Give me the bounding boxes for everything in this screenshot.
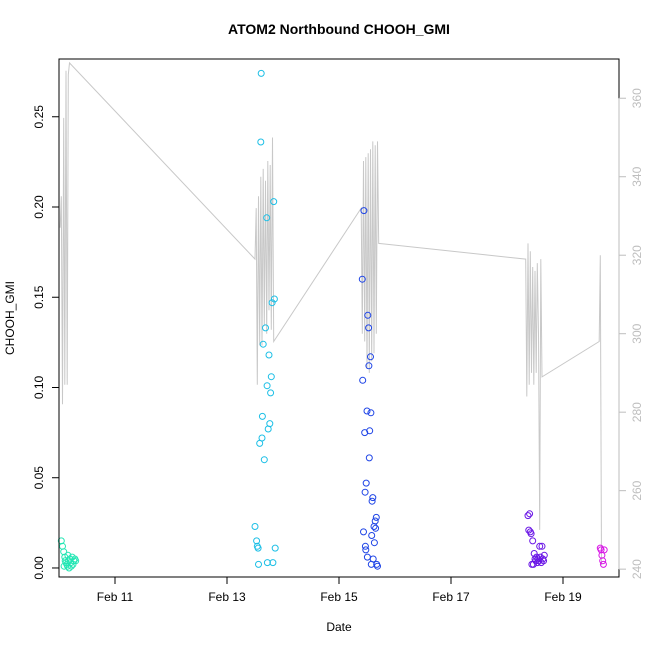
data-point — [359, 376, 367, 384]
data-point — [370, 523, 378, 530]
data-point — [258, 434, 266, 442]
data-point — [368, 532, 376, 539]
data-point — [540, 551, 548, 559]
x-tick-label: Feb 17 — [432, 590, 470, 604]
y2-tick-label: 240 — [630, 559, 644, 579]
data-point — [72, 557, 80, 565]
y2-tick-label: 280 — [630, 402, 644, 422]
y2-tick-label: 360 — [630, 88, 644, 108]
data-point — [525, 526, 533, 534]
data-point — [64, 551, 72, 559]
data-point — [365, 454, 373, 462]
data-point — [524, 512, 532, 520]
y-axis-label: CHOOH_GMI — [3, 281, 17, 355]
data-point — [254, 544, 262, 552]
data-point — [366, 427, 374, 435]
data-point — [535, 557, 543, 565]
x-tick-label: Feb 11 — [97, 590, 134, 604]
data-point — [365, 324, 373, 332]
y2-tick-label: 320 — [630, 245, 644, 265]
secondary-line-layer — [59, 61, 602, 566]
data-point — [536, 542, 544, 550]
data-point — [267, 373, 275, 381]
data-point — [360, 207, 368, 215]
data-point — [361, 542, 369, 550]
data-point — [533, 559, 541, 567]
data-point — [538, 542, 546, 550]
data-point — [70, 557, 78, 565]
data-point — [362, 479, 370, 487]
points-layer — [57, 69, 608, 572]
data-point — [363, 407, 371, 415]
data-point — [599, 557, 607, 565]
data-point — [266, 420, 274, 428]
data-point — [255, 560, 262, 568]
data-point — [265, 351, 273, 359]
data-point — [367, 560, 375, 568]
x-tick-label: Feb 19 — [544, 590, 582, 604]
data-point — [259, 340, 267, 348]
data-point — [257, 69, 265, 77]
data-point — [262, 324, 269, 332]
data-point — [270, 198, 278, 206]
data-point — [269, 559, 277, 567]
y-tick-label: 0.15 — [32, 285, 46, 309]
data-point — [600, 546, 608, 554]
data-point — [360, 528, 367, 536]
y2-tick-label: 260 — [630, 480, 644, 500]
data-point — [365, 362, 373, 370]
data-point — [267, 389, 275, 397]
data-point — [271, 544, 279, 552]
data-point — [372, 524, 380, 532]
data-point — [358, 275, 366, 283]
data-point — [367, 353, 374, 361]
data-point — [369, 494, 377, 502]
data-point — [597, 546, 605, 554]
y-tick-label: 0.20 — [32, 195, 46, 219]
data-point — [263, 382, 271, 390]
data-point — [257, 138, 265, 146]
data-point — [368, 497, 376, 505]
data-point — [60, 562, 68, 570]
data-point — [258, 412, 266, 420]
data-point — [371, 517, 379, 525]
data-point — [374, 562, 381, 570]
data-point — [363, 553, 371, 561]
data-point — [364, 311, 372, 319]
chart-title: ATOM2 Northbound CHOOH_GMI — [228, 21, 450, 37]
y-tick-label: 0.25 — [32, 105, 46, 129]
y2-tick-label: 300 — [630, 323, 644, 343]
data-point — [361, 488, 369, 496]
data-point — [270, 295, 278, 303]
data-point — [372, 513, 380, 521]
y-tick-label: 0.00 — [32, 556, 46, 580]
y-tick-label: 0.05 — [32, 466, 46, 490]
data-point — [251, 523, 259, 530]
data-point — [526, 510, 534, 518]
data-point — [268, 299, 276, 307]
y2-tick-label: 340 — [630, 166, 644, 186]
x-tick-label: Feb 15 — [320, 590, 358, 604]
data-point — [263, 214, 271, 222]
x-tick-label: Feb 13 — [208, 590, 246, 604]
data-point — [260, 456, 268, 464]
data-point — [367, 409, 375, 417]
y-tick-label: 0.10 — [32, 375, 46, 399]
data-point — [529, 537, 537, 545]
data-point — [253, 537, 261, 545]
secondary-series-line — [59, 61, 602, 566]
data-point — [362, 546, 370, 554]
data-point — [599, 560, 607, 568]
data-point — [370, 539, 378, 547]
x-axis-label: Date — [326, 620, 352, 634]
data-point — [527, 530, 535, 538]
axes-layer: Feb 11 Feb 13 Feb 15 Feb 17 Feb 19 0.00 0.05 0.… — [32, 88, 644, 604]
